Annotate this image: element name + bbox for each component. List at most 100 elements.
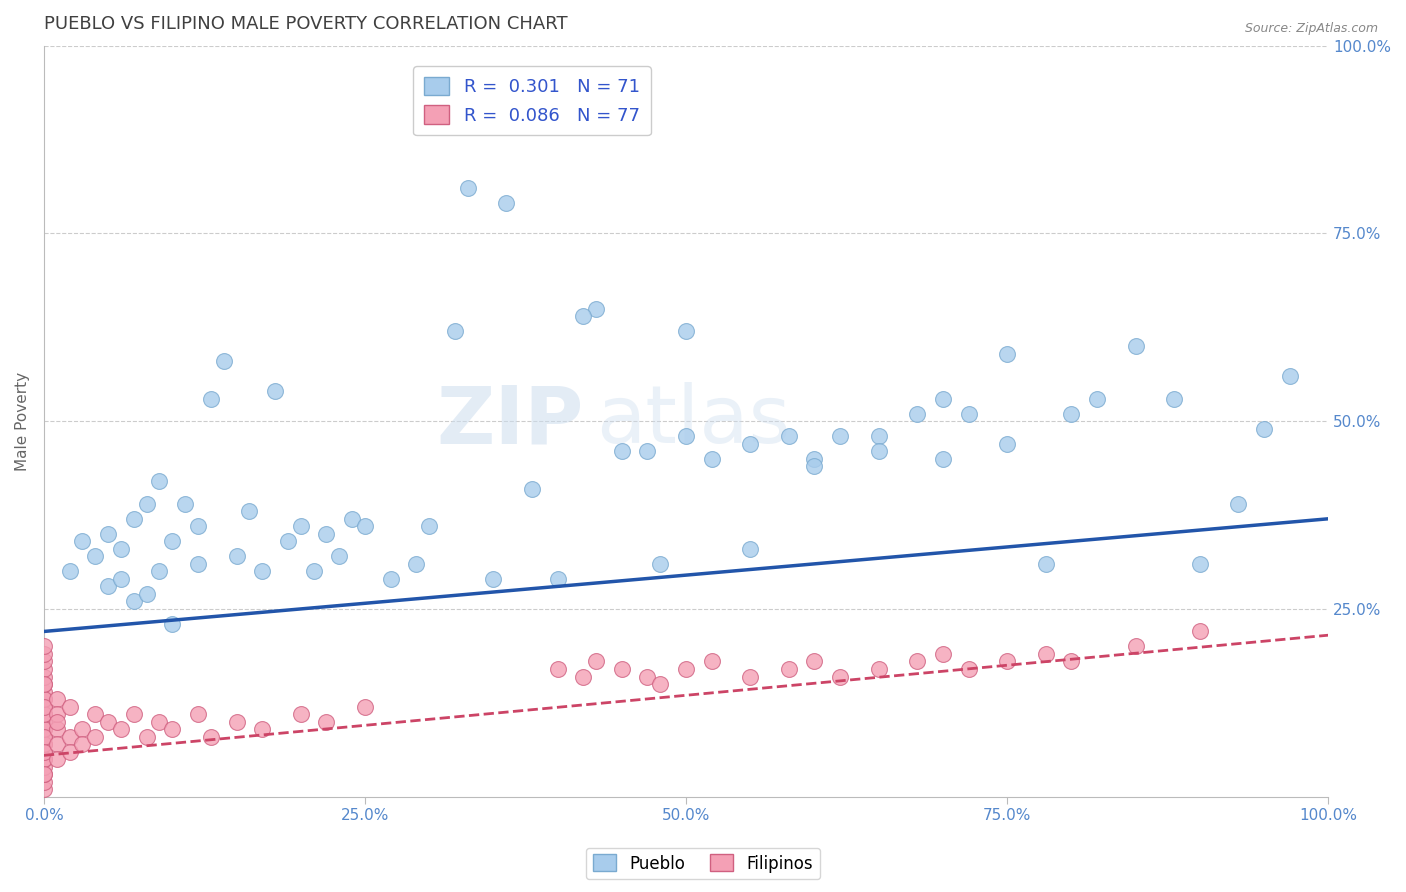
Point	[250, 722, 273, 736]
Legend: R =  0.301   N = 71, R =  0.086   N = 77: R = 0.301 N = 71, R = 0.086 N = 77	[413, 66, 651, 136]
Point	[58, 699, 80, 714]
Point	[830, 669, 852, 683]
Point	[572, 309, 595, 323]
Point	[174, 497, 197, 511]
Legend: Pueblo, Filipinos: Pueblo, Filipinos	[586, 847, 820, 880]
Point	[32, 662, 55, 676]
Text: Source: ZipAtlas.com: Source: ZipAtlas.com	[1244, 22, 1378, 36]
Point	[32, 745, 55, 759]
Point	[32, 692, 55, 706]
Point	[32, 684, 55, 698]
Point	[675, 324, 697, 338]
Point	[675, 662, 697, 676]
Point	[187, 519, 209, 533]
Point	[32, 730, 55, 744]
Point	[32, 752, 55, 766]
Point	[277, 534, 299, 549]
Point	[32, 752, 55, 766]
Point	[135, 730, 157, 744]
Point	[32, 714, 55, 729]
Point	[585, 655, 607, 669]
Point	[32, 737, 55, 751]
Point	[995, 346, 1018, 360]
Point	[45, 722, 67, 736]
Point	[1035, 557, 1057, 571]
Point	[97, 579, 120, 593]
Point	[32, 707, 55, 722]
Point	[58, 730, 80, 744]
Point	[290, 707, 312, 722]
Point	[1278, 369, 1301, 384]
Point	[637, 669, 659, 683]
Point	[868, 444, 890, 458]
Point	[830, 429, 852, 443]
Point	[868, 662, 890, 676]
Point	[778, 429, 800, 443]
Point	[995, 655, 1018, 669]
Point	[200, 392, 222, 406]
Point	[1060, 655, 1083, 669]
Point	[675, 429, 697, 443]
Point	[148, 475, 170, 489]
Point	[520, 482, 543, 496]
Point	[97, 526, 120, 541]
Point	[328, 549, 350, 564]
Point	[340, 512, 363, 526]
Point	[1035, 647, 1057, 661]
Point	[162, 616, 184, 631]
Point	[572, 669, 595, 683]
Point	[932, 451, 955, 466]
Point	[32, 730, 55, 744]
Point	[32, 669, 55, 683]
Y-axis label: Male Poverty: Male Poverty	[15, 372, 30, 471]
Point	[354, 519, 377, 533]
Point	[650, 677, 672, 691]
Point	[84, 730, 107, 744]
Point	[932, 647, 955, 661]
Point	[995, 436, 1018, 450]
Point	[1060, 407, 1083, 421]
Point	[110, 722, 132, 736]
Point	[700, 451, 723, 466]
Point	[1085, 392, 1108, 406]
Point	[122, 707, 145, 722]
Point	[482, 572, 505, 586]
Point	[1125, 640, 1147, 654]
Point	[32, 774, 55, 789]
Point	[610, 444, 633, 458]
Point	[32, 699, 55, 714]
Point	[72, 737, 94, 751]
Point	[778, 662, 800, 676]
Point	[932, 392, 955, 406]
Point	[72, 534, 94, 549]
Point	[1125, 339, 1147, 353]
Point	[32, 647, 55, 661]
Point	[110, 541, 132, 556]
Point	[547, 662, 569, 676]
Point	[45, 714, 67, 729]
Point	[315, 526, 337, 541]
Point	[32, 722, 55, 736]
Point	[32, 655, 55, 669]
Point	[740, 436, 762, 450]
Point	[122, 594, 145, 608]
Point	[740, 541, 762, 556]
Point	[58, 565, 80, 579]
Point	[957, 662, 980, 676]
Point	[1227, 497, 1250, 511]
Point	[32, 782, 55, 797]
Point	[84, 549, 107, 564]
Point	[585, 301, 607, 316]
Point	[495, 196, 517, 211]
Text: ZIP: ZIP	[436, 382, 583, 460]
Point	[1188, 557, 1211, 571]
Point	[32, 745, 55, 759]
Point	[250, 565, 273, 579]
Point	[225, 549, 247, 564]
Point	[418, 519, 440, 533]
Point	[803, 459, 825, 474]
Point	[45, 737, 67, 751]
Point	[45, 707, 67, 722]
Point	[72, 722, 94, 736]
Point	[610, 662, 633, 676]
